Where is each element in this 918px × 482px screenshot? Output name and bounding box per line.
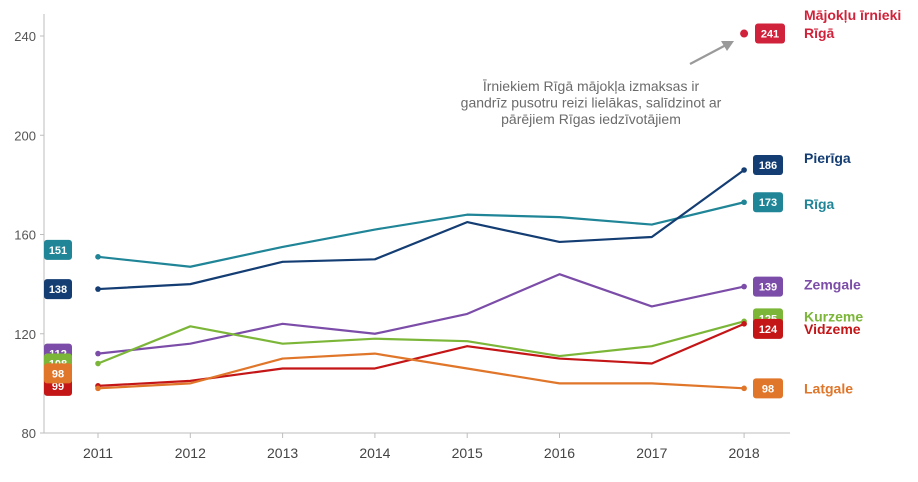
highlight-value-label: 241 (761, 29, 779, 41)
series-line-vidzeme (97, 322, 745, 387)
data-label-start: 99 (52, 381, 64, 393)
annotation-text-line: pārējiem Rīgas iedzīvotājiem (501, 111, 681, 127)
annotation-arrow-head (721, 41, 734, 51)
x-tick-label: 2012 (175, 445, 206, 461)
highlight-point (740, 29, 749, 38)
series-name-vidzeme: Vidzeme (804, 321, 861, 337)
data-label-start: 138 (49, 284, 67, 296)
series-line-latgale (97, 352, 745, 390)
series-name-zemgale: Zemgale (804, 277, 861, 293)
x-tick-label: 2017 (636, 445, 667, 461)
series-name-r-ga: Rīga (804, 196, 835, 212)
series-line-r-ga (97, 201, 745, 268)
data-label-start-box (44, 363, 72, 384)
data-label-start: 98 (52, 368, 64, 380)
x-tick-label: 2016 (544, 445, 575, 461)
y-tick-label: 200 (14, 128, 36, 143)
annotation-text-line: Īrniekiem Rīgā mājokļa izmaksas ir (483, 78, 700, 94)
series-name-latgale: Latgale (804, 380, 853, 396)
series-name-kurzeme: Kurzeme (804, 308, 863, 324)
y-tick-label: 160 (14, 228, 36, 243)
x-tick-label: 2018 (729, 445, 760, 461)
data-label-end: 173 (759, 197, 777, 209)
series-point-start (95, 254, 101, 260)
y-tick-label: 80 (22, 426, 36, 441)
data-label-end: 124 (759, 324, 778, 336)
data-label-end-box (753, 192, 783, 213)
series-point-end (741, 321, 747, 327)
highlight-series-name: Mājokļu īrnieki Rīgā (804, 7, 901, 41)
x-tick-label: 2015 (452, 445, 483, 461)
data-label-start-box (44, 279, 72, 300)
series-line-pier-ga (97, 169, 745, 291)
data-label-end: 186 (759, 160, 777, 172)
highlight-value-label-box (755, 23, 785, 44)
x-tick-label: 2013 (267, 445, 298, 461)
data-label-end-box (753, 378, 783, 399)
series-line-zemgale (97, 273, 745, 355)
series-line-kurzeme (97, 320, 745, 365)
annotation-layer: Īrniekiem Rīgā mājokļa izmaksas irgandrī… (461, 41, 734, 127)
data-label-end-box (753, 318, 783, 339)
data-label-end-box (753, 154, 783, 175)
series-layer (95, 29, 749, 392)
x-tick-label: 2014 (359, 445, 390, 461)
y-tick-label: 240 (14, 29, 36, 44)
x-tick-label: 2011 (83, 445, 113, 461)
axis-layer: 80 120 160 200 240 2011 2012 2013 2014 2015 2016 20… (14, 14, 790, 461)
series-point-end (741, 283, 747, 290)
data-label-end-box (753, 276, 783, 297)
series-point-start (95, 360, 101, 367)
data-label-start-box (44, 239, 72, 260)
series-point-end (741, 167, 747, 173)
annotation-arrow-line (689, 44, 727, 65)
data-label-end: 98 (762, 383, 774, 395)
data-label-end: 139 (759, 282, 777, 294)
series-point-start (95, 286, 101, 292)
annotation-text-line: gandrīz pusotru reizi lielākas, salīdzin… (461, 95, 722, 111)
series-name-pier-ga: Pierīga (804, 150, 851, 166)
badge-layer: 151173138186112139108125991249898241 (44, 23, 785, 399)
data-label-start: 151 (49, 245, 67, 257)
series-point-start (95, 385, 101, 392)
series-point-end (741, 199, 747, 206)
y-tick-label: 120 (14, 327, 36, 342)
series-point-start (95, 350, 101, 357)
series-point-end (741, 385, 747, 392)
